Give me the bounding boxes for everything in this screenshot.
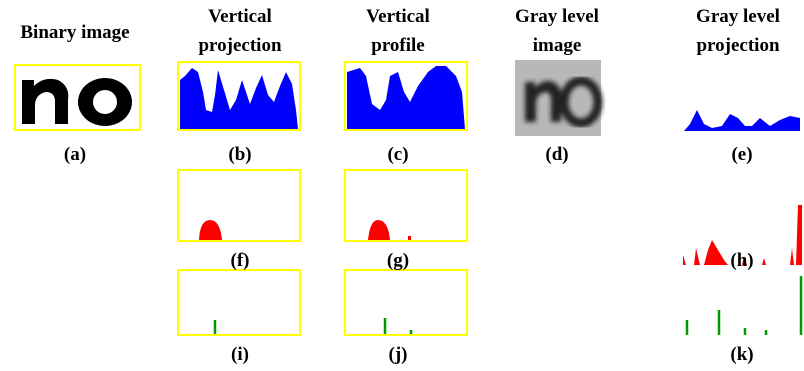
- header: Binary image: [20, 22, 129, 43]
- panel-label: (c): [387, 144, 408, 165]
- header: projection: [198, 35, 281, 56]
- panel-frame: [178, 270, 300, 335]
- panel-label: (k): [730, 344, 753, 365]
- panel-label: (e): [731, 144, 752, 165]
- panel-label: (j): [389, 344, 408, 365]
- header: Gray level: [696, 6, 780, 27]
- header: image: [533, 35, 582, 56]
- figure: Binary image Vertical projection Vertica…: [0, 0, 804, 371]
- panel-label: (h): [730, 250, 753, 271]
- panel-label: (d): [545, 144, 568, 165]
- panel-frame: [345, 270, 467, 335]
- panel-frame: [345, 170, 467, 241]
- header: Vertical: [366, 6, 430, 27]
- header: projection: [696, 35, 779, 56]
- panel-frame: [178, 170, 300, 241]
- panel-label: (g): [387, 250, 409, 271]
- panel-label: (b): [228, 144, 251, 165]
- panel-label: (f): [231, 250, 250, 271]
- header: profile: [371, 35, 424, 56]
- header: Vertical: [208, 6, 272, 27]
- gray-projection: [684, 110, 800, 131]
- panel-label: (i): [231, 344, 249, 365]
- header: Gray level: [515, 6, 599, 27]
- panel-label: (a): [64, 144, 86, 165]
- green-spikes: [687, 276, 801, 335]
